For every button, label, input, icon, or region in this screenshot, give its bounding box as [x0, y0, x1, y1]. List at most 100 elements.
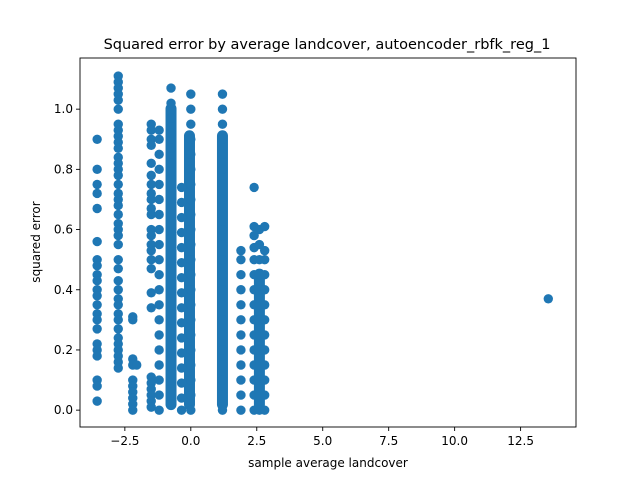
x-tick-label: −2.5 [110, 434, 139, 448]
data-point [113, 209, 123, 220]
x-tick-label: 7.5 [379, 434, 398, 448]
data-point [259, 330, 270, 340]
data-point [186, 390, 196, 400]
data-point [113, 324, 123, 334]
data-point [154, 179, 164, 190]
data-point [186, 209, 196, 220]
x-tick-label: 5.0 [313, 434, 332, 448]
x-tick-label: 2.5 [247, 434, 266, 448]
data-point [113, 143, 123, 153]
data-point [166, 324, 176, 334]
data-point [146, 140, 156, 150]
data-point [236, 345, 246, 355]
data-point [259, 221, 270, 232]
data-point [132, 360, 142, 370]
data-point [166, 263, 176, 274]
data-point [166, 158, 176, 169]
data-point [154, 315, 164, 325]
y-tick-label: 0.6 [54, 223, 73, 237]
data-point [154, 345, 164, 355]
data-point [249, 182, 259, 193]
data-point [186, 375, 196, 385]
x-axis-label: sample average landcover [248, 456, 408, 470]
data-point [176, 318, 187, 328]
data-point [236, 330, 246, 340]
data-point [236, 254, 246, 265]
y-tick-label: 0.2 [54, 343, 73, 357]
data-point [113, 263, 123, 274]
data-point [176, 197, 187, 208]
data-point [146, 245, 156, 256]
data-point [166, 173, 176, 184]
y-tick-label: 1.0 [54, 102, 73, 116]
data-point [154, 125, 164, 135]
data-point [217, 224, 228, 235]
y-tick-label: 0.8 [54, 162, 73, 176]
data-point [186, 224, 196, 235]
data-point [236, 390, 246, 400]
data-point [217, 134, 228, 144]
data-point [259, 360, 270, 370]
data-point [259, 285, 270, 295]
data-point [236, 315, 246, 325]
data-point [92, 276, 102, 286]
data-point [176, 273, 187, 283]
data-point [217, 315, 228, 325]
data-point [146, 158, 156, 169]
y-axis-label: squared error [29, 201, 43, 282]
data-point [92, 396, 102, 406]
data-point [92, 188, 102, 199]
data-point [236, 375, 246, 385]
data-point [176, 303, 187, 313]
data-point [259, 345, 270, 355]
data-point [92, 300, 102, 310]
data-point [146, 230, 156, 241]
data-point [166, 128, 176, 138]
data-point [113, 239, 123, 250]
data-point [259, 315, 270, 325]
data-point [166, 83, 176, 93]
data-point [166, 143, 176, 153]
data-point [186, 134, 196, 144]
data-point [217, 330, 228, 340]
axes-frame [79, 57, 577, 428]
data-point [259, 245, 270, 256]
data-point [186, 360, 196, 370]
data-point [113, 200, 123, 211]
data-point [154, 285, 164, 295]
data-point [236, 360, 246, 370]
data-point [217, 119, 228, 129]
data-point [92, 381, 102, 391]
data-point [259, 405, 270, 415]
data-point [217, 300, 228, 310]
data-point [217, 104, 228, 114]
plot-area [92, 71, 553, 415]
data-point [259, 300, 270, 310]
data-point [217, 375, 228, 385]
data-point [217, 179, 228, 190]
data-point [176, 288, 187, 298]
data-point [146, 254, 156, 265]
data-point [176, 348, 187, 358]
data-point [128, 405, 138, 415]
data-point [217, 239, 228, 250]
data-point [186, 179, 196, 190]
data-point [217, 254, 228, 265]
data-point [176, 393, 187, 403]
data-point [186, 315, 196, 325]
data-point [154, 254, 164, 265]
data-point [217, 405, 228, 415]
data-point [92, 351, 102, 361]
data-point [92, 260, 102, 271]
y-axis: 0.0 0.2 0.4 0.6 0.8 1.0 [54, 102, 80, 417]
data-point [176, 212, 187, 223]
data-point [217, 345, 228, 355]
x-tick-label: 0.0 [181, 434, 200, 448]
data-point [146, 125, 156, 135]
data-point [146, 170, 156, 181]
data-point [154, 390, 164, 400]
data-point [113, 104, 123, 114]
data-point [92, 291, 102, 301]
data-point [176, 405, 187, 415]
